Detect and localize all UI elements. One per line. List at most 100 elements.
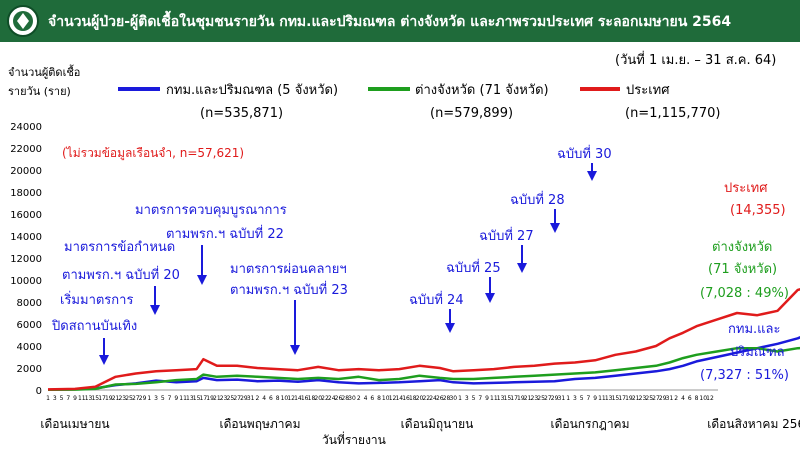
- x-tick-label: 3: [465, 395, 469, 402]
- y-tick-label: 8000: [17, 298, 42, 309]
- x-tick-label: 2: [255, 395, 259, 402]
- x-tick-label: 9: [485, 395, 489, 402]
- x-tick-label: 1: [46, 395, 50, 402]
- y-tick-label: 22000: [10, 144, 42, 155]
- annotation-g: ฉบับที่ 27: [479, 227, 534, 244]
- x-tick-label: 25: [645, 395, 653, 402]
- x-tick-label: 5: [60, 395, 64, 402]
- x-tick-label: 14: [294, 395, 302, 402]
- x-tick-label: 31: [558, 395, 566, 402]
- x-tick-label: 4: [262, 395, 266, 402]
- x-tick-label: 17: [200, 395, 208, 402]
- annotation-b-line1: มาตรการข้อกำหนด: [64, 240, 175, 255]
- x-tick-label: 27: [652, 395, 660, 402]
- x-tick-label: 16: [301, 395, 309, 402]
- end-label-upcountry-line1: ต่างจังหวัด: [712, 240, 772, 255]
- month-label: เดือนมิถุนายน: [401, 417, 474, 432]
- x-tick-label: 6: [688, 395, 692, 402]
- end-label-bkk-line1: กทม.และ: [728, 322, 780, 337]
- annotation-h: ฉบับที่ 28: [510, 191, 565, 208]
- end-label-bkk-line2: ปริมณฑล: [730, 345, 785, 360]
- x-tick-label: 29: [139, 395, 147, 402]
- x-tick-label: 13: [497, 395, 505, 402]
- department-of-disease-control-logo: [7, 5, 39, 37]
- annotation-c-line1: มาตรการควบคุมบูรณาการ: [135, 203, 287, 218]
- x-tick-label: 2: [357, 395, 361, 402]
- legend-total-bkk: (n=535,871): [200, 106, 283, 121]
- x-tick-label: 30: [348, 395, 356, 402]
- x-tick-label: 26: [335, 395, 343, 402]
- x-tick-label: 16: [402, 395, 410, 402]
- annotation-i: ฉบับที่ 30: [557, 145, 612, 162]
- end-label-upcountry-value: (7,028 : 49%): [700, 286, 789, 301]
- y-tick-label: 10000: [10, 276, 42, 287]
- end-label-bkk-value: (7,327 : 51%): [700, 368, 789, 383]
- y-tick-label: 4000: [17, 342, 42, 353]
- x-tick-label: 11: [490, 395, 498, 402]
- x-tick-label: 18: [308, 395, 316, 402]
- x-tick-label: 15: [612, 395, 620, 402]
- x-tick-label: 30: [449, 395, 457, 402]
- y-axis-label-line1: จำนวนผู้ติดเชื้อ: [8, 64, 80, 79]
- x-tick-label: 15: [91, 395, 99, 402]
- x-tick-label: 9: [73, 395, 77, 402]
- x-axis-label: วันที่รายงาน: [322, 431, 386, 447]
- x-tick-label: 21: [524, 395, 532, 402]
- x-tick-label: 4: [681, 395, 685, 402]
- x-tick-label: 3: [53, 395, 57, 402]
- x-tick-label: 6: [370, 395, 374, 402]
- x-tick-label: 26: [436, 395, 444, 402]
- excluded-note: (ไม่รวมข้อมูลเรือนจำ, n=57,621): [62, 146, 244, 161]
- title-bar: จำนวนผู้ป่วย-ผู้ติดเชื้อในชุมชนรายวัน กท…: [0, 0, 800, 42]
- x-tick-label: 12: [389, 395, 397, 402]
- x-tick-label: 3: [154, 395, 158, 402]
- x-tick-label: 21: [632, 395, 640, 402]
- x-tick-label: 31: [666, 395, 674, 402]
- annotation-d-line1: มาตรการผ่อนคลายฯ: [230, 262, 347, 277]
- series-layer: [47, 288, 800, 392]
- x-tick-label: 10: [382, 395, 390, 402]
- x-tick-label: 23: [531, 395, 539, 402]
- y-tick-label: 20000: [10, 166, 42, 177]
- x-tick-label: 1: [566, 395, 570, 402]
- x-tick-label: 24: [328, 395, 336, 402]
- y-axis: 0 2000 4000 6000 8000 10000 12000 14000 16000 180…: [10, 122, 718, 397]
- x-tick-label: 8: [276, 395, 280, 402]
- x-tick-label: 10: [281, 395, 289, 402]
- legend: กทม.และปริมณฑล (5 จังหวัด) (n=535,871) ต…: [118, 83, 720, 121]
- x-tick-label: 13: [85, 395, 93, 402]
- x-tick-label: 21: [112, 395, 120, 402]
- x-tick-label: 7: [168, 395, 172, 402]
- x-tick-label: 3: [573, 395, 577, 402]
- date-range: (วันที่ 1 เม.ย. – 31 ส.ค. 64): [615, 51, 776, 68]
- x-tick-label: 15: [504, 395, 512, 402]
- y-tick-label: 12000: [10, 254, 42, 265]
- y-tick-label: 6000: [17, 320, 42, 331]
- annotation-b-line2: ตามพรก.ฯ ฉบับที่ 20: [62, 266, 180, 283]
- x-tick-label: 29: [659, 395, 667, 402]
- x-tick-label: 19: [105, 395, 113, 402]
- y-tick-label: 2000: [17, 364, 42, 375]
- x-tick-label: 14: [395, 395, 403, 402]
- end-label-upcountry-line2: (71 จังหวัด): [708, 262, 777, 277]
- x-tick-label: 21: [213, 395, 221, 402]
- x-tick-label: 7: [478, 395, 482, 402]
- annotations: เริ่มมาตรการ ปิดสถานบันเทิง มาตรการข้อกำ…: [51, 145, 612, 365]
- x-tick-label: 20: [416, 395, 424, 402]
- x-tick-label: 22: [422, 395, 430, 402]
- month-label: เดือนเมษายน: [40, 417, 109, 431]
- x-tick-label: 29: [551, 395, 559, 402]
- x-tick-label: 20: [314, 395, 322, 402]
- month-label: เดือนสิงหาคม 2564: [707, 417, 800, 431]
- x-tick-label: 13: [186, 395, 194, 402]
- x-tick-label: 27: [544, 395, 552, 402]
- x-tick-label: 2: [674, 395, 678, 402]
- x-tick-label: 5: [580, 395, 584, 402]
- annotation-c-line2: ตามพรก.ฯ ฉบับที่ 22: [166, 225, 284, 242]
- end-label-country-value: (14,355): [730, 203, 786, 218]
- x-tick-label: 22: [321, 395, 329, 402]
- x-tick-label: 5: [161, 395, 165, 402]
- x-tick-label: 1: [147, 395, 151, 402]
